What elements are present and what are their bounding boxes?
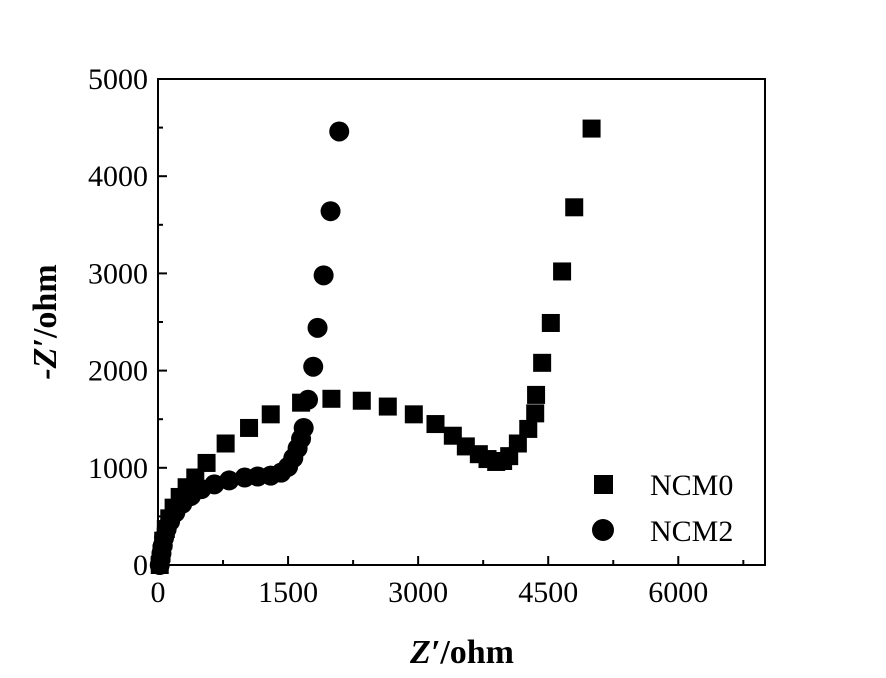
legend-marker-ncm0 [594, 475, 613, 494]
data-point-ncm0 [519, 419, 538, 438]
data-point-ncm2 [303, 356, 324, 377]
data-point-ncm0 [404, 405, 423, 424]
y-tick-label: 1000 [88, 452, 148, 485]
data-point-ncm2 [329, 121, 350, 142]
x-tick-label: 1500 [258, 576, 318, 609]
data-point-ncm2 [219, 470, 240, 491]
data-point-ncm0 [216, 434, 235, 453]
data-point-ncm0 [378, 397, 397, 416]
data-point-ncm0 [426, 415, 445, 434]
y-axis-title: -Z′/ohm [27, 264, 64, 379]
data-point-ncm0 [508, 434, 527, 453]
x-tick-label: 3000 [388, 576, 448, 609]
data-point-ncm0 [527, 385, 546, 404]
plot-frame [157, 78, 766, 566]
data-point-ncm0 [240, 418, 259, 437]
data-point-ncm0 [565, 198, 584, 217]
data-points [149, 119, 601, 575]
data-point-ncm0 [261, 405, 280, 424]
y-tick-label: 2000 [88, 355, 148, 388]
data-point-ncm2 [293, 417, 314, 438]
data-point-ncm0 [526, 404, 545, 423]
x-tick-label: 6000 [648, 576, 708, 609]
legend: NCM0 NCM2 [592, 469, 733, 548]
data-point-ncm2 [307, 317, 328, 338]
data-point-ncm0 [322, 389, 341, 408]
y-tick-label: 4000 [88, 160, 148, 193]
data-point-ncm0 [541, 313, 560, 332]
legend-marker-ncm2 [592, 519, 614, 541]
legend-label-ncm2: NCM2 [650, 515, 733, 548]
data-point-ncm0 [533, 353, 552, 372]
data-point-ncm0 [197, 453, 216, 472]
y-tick-label: 5000 [88, 63, 148, 96]
legend-label-ncm0: NCM0 [650, 469, 733, 502]
data-point-ncm2 [298, 389, 319, 410]
y-tick-label: 0 [133, 549, 148, 582]
data-point-ncm0 [553, 262, 572, 281]
x-tick-label: 4500 [518, 576, 578, 609]
x-tick-label: 0 [151, 576, 166, 609]
y-axis-title-unit: /ohm [27, 264, 64, 339]
tick-labels: 0 1500 3000 4500 6000 0 1000 2000 3000 4000 5000 [88, 63, 708, 609]
y-tick-label: 3000 [88, 257, 148, 290]
x-axis-title: Z′/ohm [409, 634, 514, 671]
data-point-ncm0 [582, 119, 601, 138]
y-axis-title-var: -Z′ [27, 338, 64, 380]
data-point-ncm2 [313, 265, 334, 286]
data-point-ncm2 [320, 201, 341, 222]
data-point-ncm0 [352, 391, 371, 410]
